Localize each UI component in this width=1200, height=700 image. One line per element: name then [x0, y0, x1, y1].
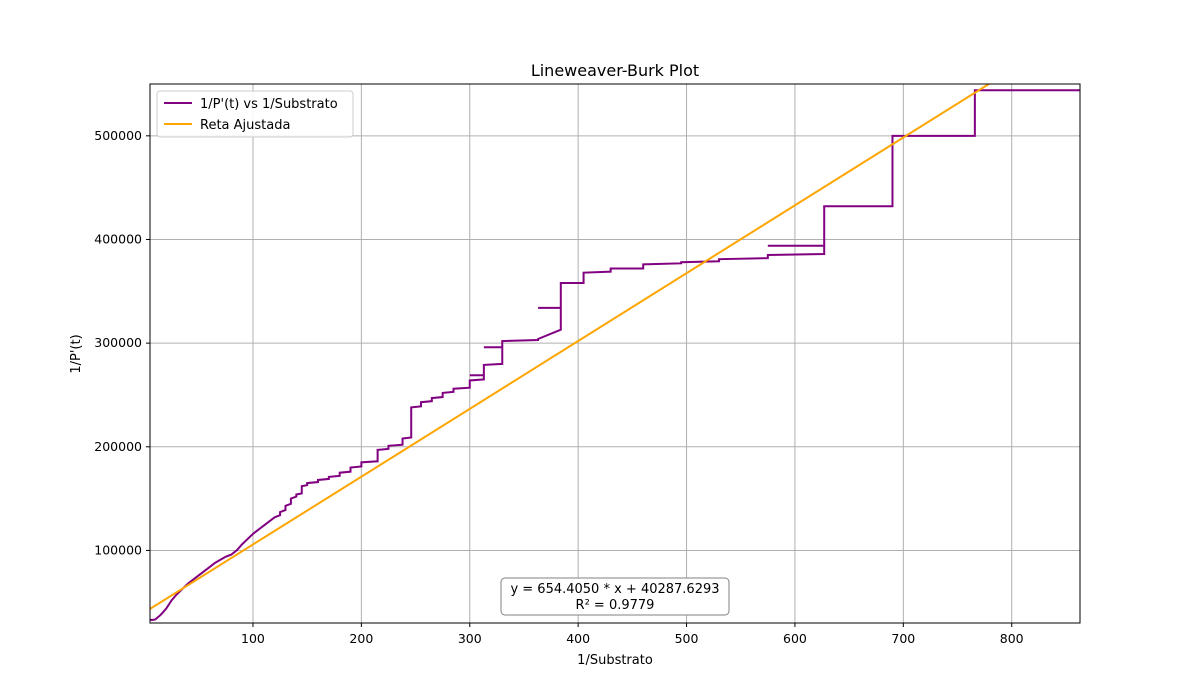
data-series-line [150, 89, 1080, 621]
y-tick-label-100000: 100000 [94, 542, 142, 557]
x-tick-label-100: 100 [241, 631, 265, 646]
legend: 1/P'(t) vs 1/Substrato Reta Ajustada [156, 90, 354, 138]
fit-series-line [150, 84, 991, 610]
x-axis-label: 1/Substrato [577, 653, 653, 668]
equation-annotation: y = 654.4050 * x + 40287.6293 R² = 0.977… [500, 577, 730, 616]
plot-area [150, 84, 1080, 621]
legend-box [156, 90, 354, 138]
annotation-equation: y = 654.4050 * x + 40287.6293 [510, 582, 719, 597]
legend-label-data: 1/P'(t) vs 1/Substrato [200, 97, 338, 112]
y-axis-label: 1/P'(t) [69, 334, 84, 373]
x-tick-label-500: 500 [675, 631, 699, 646]
y-tick-label-500000: 500000 [94, 128, 142, 143]
x-tick-label-800: 800 [1000, 631, 1024, 646]
plot-frame [149, 83, 1081, 624]
x-tick-label-700: 700 [891, 631, 915, 646]
y-tick-label-200000: 200000 [94, 439, 142, 454]
x-tick-label-600: 600 [783, 631, 807, 646]
x-tick-label-200: 200 [349, 631, 373, 646]
x-axis-ticks: 100 200 300 400 500 600 700 800 [241, 623, 1024, 646]
data-series-segments [469, 244, 825, 377]
y-tick-label-400000: 400000 [94, 231, 142, 246]
grid-lines [150, 84, 1080, 623]
x-tick-label-300: 300 [458, 631, 482, 646]
x-tick-label-400: 400 [566, 631, 590, 646]
legend-label-fit: Reta Ajustada [200, 118, 290, 133]
chart-title: Lineweaver-Burk Plot [531, 61, 699, 80]
annotation-r-squared: R² = 0.9779 [576, 598, 655, 613]
annotation-box [500, 577, 730, 616]
y-tick-label-300000: 300000 [94, 335, 142, 350]
y-axis-ticks: 100000 200000 300000 400000 500000 [94, 128, 150, 557]
